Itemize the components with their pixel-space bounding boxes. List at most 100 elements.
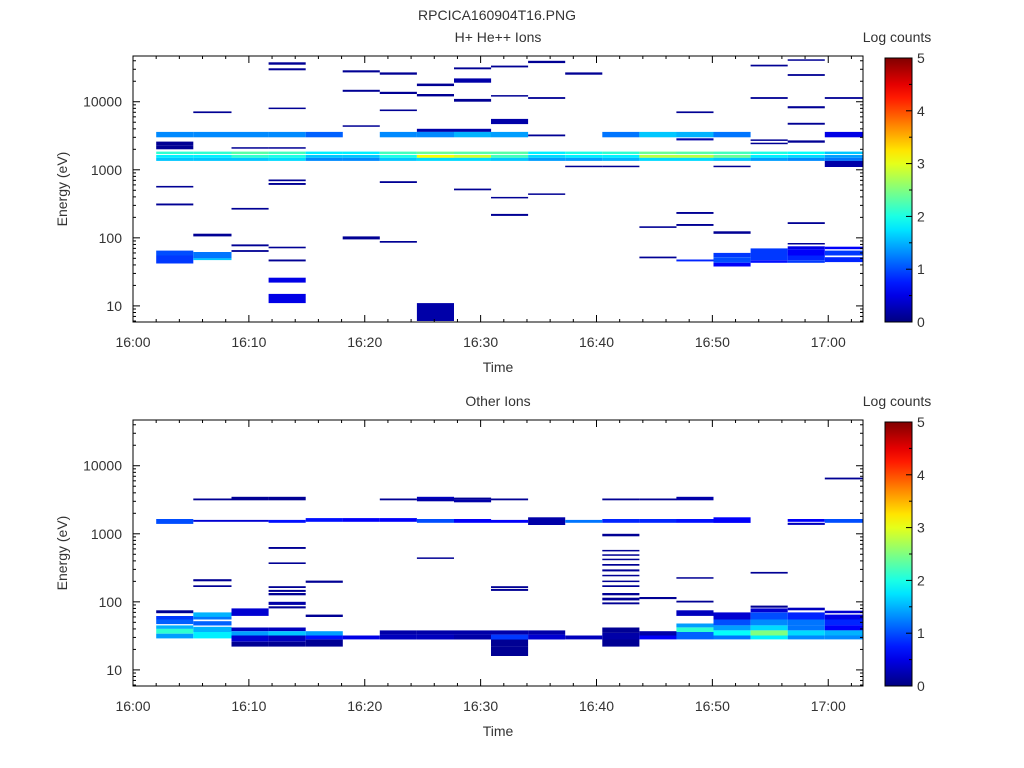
panel-2-bin	[156, 625, 194, 629]
panel-2-bin	[676, 623, 714, 628]
panel-1-bin	[602, 131, 640, 138]
panel-2-bin	[565, 519, 603, 523]
panel-1-bin	[787, 151, 825, 155]
panel-2-bin	[268, 589, 306, 592]
panel-1-bin	[454, 131, 492, 138]
panel-1-bin	[602, 151, 640, 155]
panel-1-x-tick-label: 17:00	[811, 334, 846, 350]
panel-2-bin	[268, 601, 306, 605]
panel-2-bin	[268, 593, 306, 596]
panel-1-bin	[676, 212, 714, 214]
panel-1-bin	[416, 303, 454, 321]
panel-1-bin	[342, 155, 380, 158]
panel-1-colorbar-tick-label: 3	[917, 156, 925, 172]
panel-1-bin	[454, 157, 492, 161]
panel-2-x-tick-label: 16:50	[695, 698, 730, 714]
panel-2-bin	[193, 621, 232, 626]
panel-1-bin	[454, 188, 492, 191]
panel-1-bin	[750, 255, 788, 261]
panel-2-bin	[713, 625, 751, 631]
panel-2-bin	[602, 632, 640, 640]
panel-1-bin	[342, 151, 380, 155]
panel-1-bin	[268, 183, 306, 185]
panel-1-bin	[602, 155, 640, 158]
panel-1-bin	[602, 165, 640, 168]
panel-1-bin	[676, 151, 714, 155]
panel-2-bin	[491, 630, 529, 635]
panel-2-bin	[268, 498, 306, 501]
panel-2-bin	[602, 519, 640, 523]
panel-2-colorbar-tick-label: 2	[917, 572, 925, 588]
panel-1-x-tick-label: 16:40	[579, 334, 614, 350]
panel-1-bin	[713, 131, 751, 138]
panel-1-bin	[231, 244, 269, 247]
panel-2-bin	[602, 549, 640, 552]
panel-2-bin	[491, 639, 529, 647]
panel-1-bin	[528, 193, 566, 195]
panel-2-bin	[713, 630, 751, 636]
panel-1-y-tick-label: 10	[106, 298, 122, 314]
panel-2-bin	[824, 610, 863, 614]
panel-2-bin	[750, 635, 788, 640]
panel-1-bin	[787, 122, 825, 125]
panel-2-bin	[491, 646, 529, 656]
panel-2-bin	[750, 608, 788, 613]
panel-1-bin	[824, 246, 863, 250]
panel-1-bin	[528, 157, 566, 161]
panel-1-bin	[824, 157, 863, 161]
panel-2-bin	[676, 627, 714, 633]
panel-1-bin	[750, 97, 788, 99]
panel-1-bin	[713, 252, 751, 258]
panel-1-bin	[750, 157, 788, 161]
panel-2-bin	[602, 639, 640, 647]
panel-1-bin	[787, 155, 825, 158]
panel-2-bin	[750, 625, 788, 631]
panel-1-bin	[491, 151, 529, 155]
panel-1-bin	[379, 91, 417, 94]
panel-1-bin	[824, 250, 863, 256]
panel-1-bin	[454, 98, 492, 102]
panel-1-bin	[305, 155, 343, 158]
panel-2-frame	[132, 419, 864, 687]
panel-1-bin	[676, 155, 714, 158]
panel-2-bin	[787, 630, 825, 636]
panel-2-bin	[787, 619, 825, 626]
panel-2-bin	[231, 627, 269, 632]
panel-1-bin	[231, 155, 269, 158]
panel-1-bin	[416, 128, 454, 132]
panel-2-bin	[491, 586, 529, 588]
panel-2-bin	[454, 499, 492, 503]
panel-2-bin	[824, 635, 863, 640]
panel-2-x-tick-label: 16:40	[579, 698, 614, 714]
panel-2-bin	[787, 635, 825, 640]
panel-1-bin	[787, 106, 825, 109]
panel-2-bin	[231, 635, 269, 642]
panel-1-bin	[565, 157, 603, 161]
panel-1-x-tick-label: 16:30	[463, 334, 498, 350]
panel-2-bin	[676, 600, 714, 603]
panel-2-bin	[268, 641, 306, 647]
panel-1-bin	[787, 157, 825, 161]
panel-1-bin	[639, 226, 677, 228]
panel-1-bin	[824, 151, 863, 155]
panel-1-frame	[132, 55, 864, 323]
panel-1-bin	[713, 231, 751, 234]
panel-1-y-tick-label: 10000	[83, 94, 122, 110]
panel-2-bin	[787, 625, 825, 631]
panel-2-x-tick-label: 16:20	[347, 698, 382, 714]
panel-1-bin	[750, 155, 788, 158]
panel-1-bin	[824, 160, 863, 167]
panel-1-bin	[750, 248, 788, 252]
panel-1-colorbar-tick-label: 1	[917, 261, 925, 277]
panel-2-bin	[602, 597, 640, 601]
panel-1-bin	[528, 60, 566, 64]
panel-2-colorbar-label: Log counts	[863, 393, 932, 409]
panel-2-title: Other Ions	[465, 393, 530, 409]
panel-2-bin	[193, 616, 232, 620]
panel-2-bin	[639, 631, 677, 636]
panel-1-bin	[750, 252, 788, 256]
panel-2-bin	[416, 557, 454, 559]
panel-1-y-tick-label: 100	[99, 230, 123, 246]
panel-1-bin	[231, 131, 269, 138]
panel-1-bin	[379, 155, 417, 158]
